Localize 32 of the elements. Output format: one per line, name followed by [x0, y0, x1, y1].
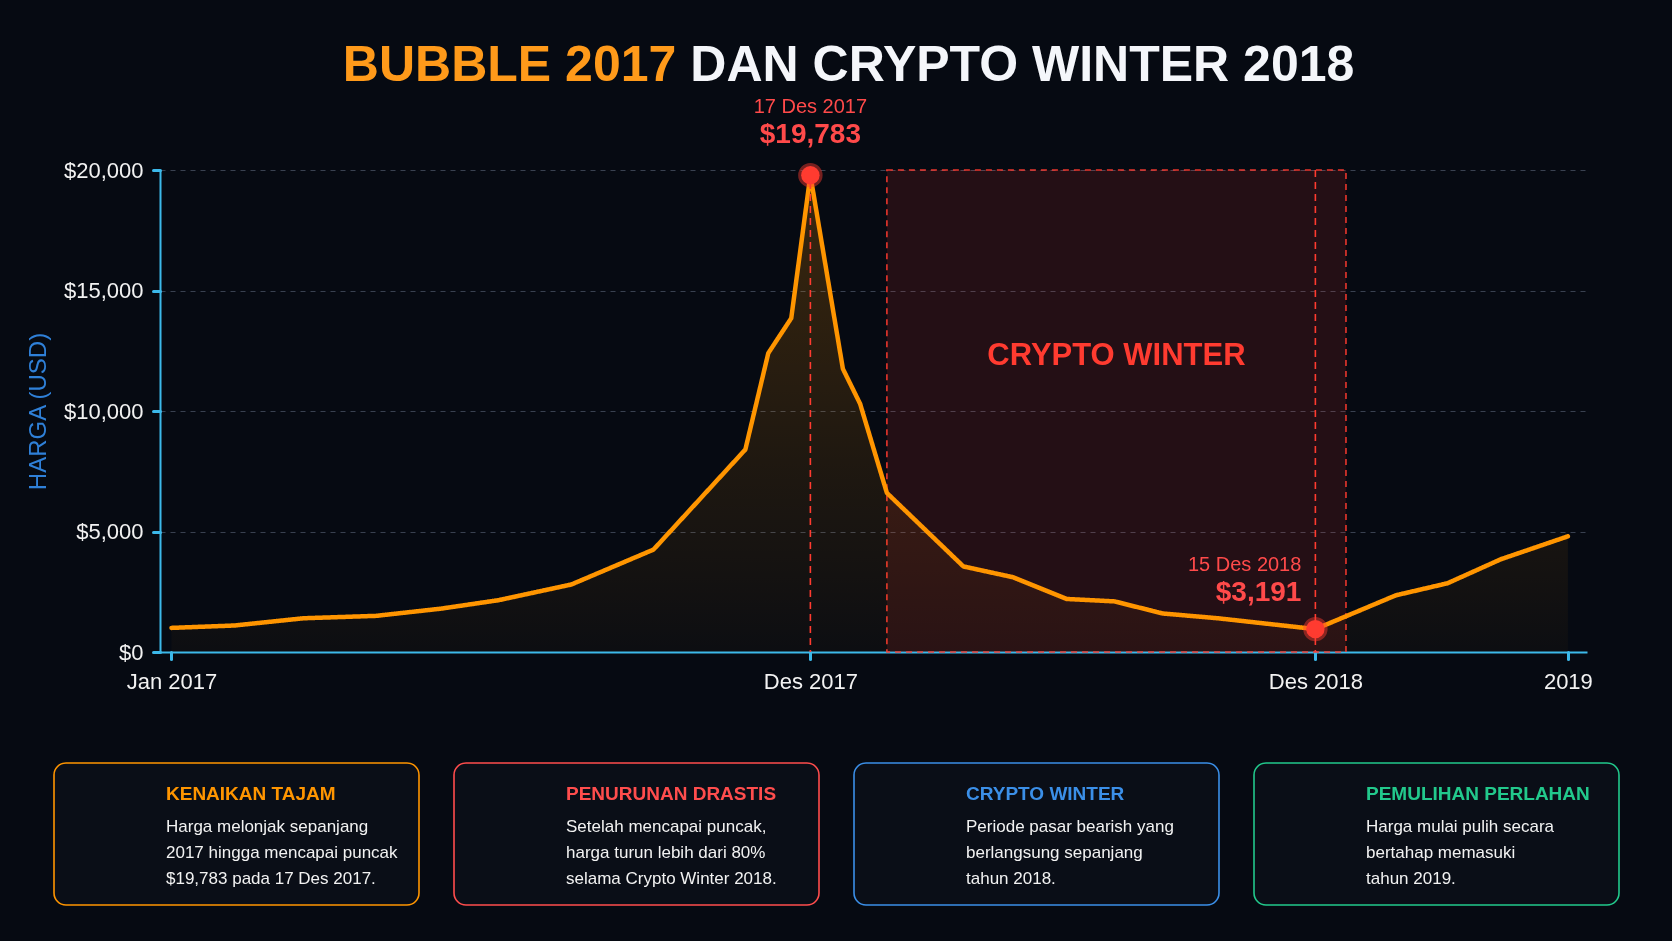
text: PEMULIHAN PERLAHAN — [1366, 783, 1590, 804]
text: Harga melonjak sepanjang — [166, 817, 369, 836]
x-tick-label: Des 2017 — [763, 668, 858, 694]
y-tick-label: $10,000 — [63, 398, 144, 424]
y-tick-label: $20,000 — [63, 157, 144, 183]
text: harga turun lebih dari 80% — [566, 843, 766, 862]
chart-title: BUBBLE 2017 DAN CRYPTO WINTER 2018 — [342, 36, 1355, 92]
text: 2017 hingga mencapai puncak — [166, 843, 399, 862]
text: berlangsung sepanjang — [966, 843, 1143, 862]
text: PENURUNAN DRASTIS — [566, 783, 777, 804]
y-tick-label: $5,000 — [76, 519, 144, 544]
annotation: 17 Des 2017 — [753, 95, 868, 118]
x-tick-label: 2019 — [1543, 668, 1593, 694]
text: bertahap memasuki — [1366, 843, 1516, 862]
y-tick-label: $0 — [119, 639, 144, 665]
y-tick-label: $15,000 — [63, 278, 144, 303]
band-label: CRYPTO WINTER — [987, 336, 1246, 372]
annotation: $19,783 — [759, 118, 861, 150]
x-tick-label: Jan 2017 — [126, 668, 218, 694]
text: KENAIKAN TAJAM — [166, 783, 336, 804]
text: Periode pasar bearish yang — [966, 817, 1174, 836]
text: Setelah mencapai puncak, — [566, 817, 767, 836]
text: tahun 2018. — [966, 869, 1056, 888]
text: Harga mulai pulih secara — [1366, 817, 1555, 836]
text: selama Crypto Winter 2018. — [566, 869, 777, 888]
annotation: 15 Des 2018 — [1187, 553, 1302, 576]
y-axis-title: HARGA (USD) — [23, 332, 51, 491]
text: tahun 2019. — [1366, 869, 1456, 888]
x-tick-label: Des 2018 — [1268, 668, 1363, 694]
text: $19,783 pada 17 Des 2017. — [166, 869, 376, 888]
text: CRYPTO WINTER — [966, 783, 1125, 804]
annotation: $3,191 — [1215, 576, 1302, 608]
